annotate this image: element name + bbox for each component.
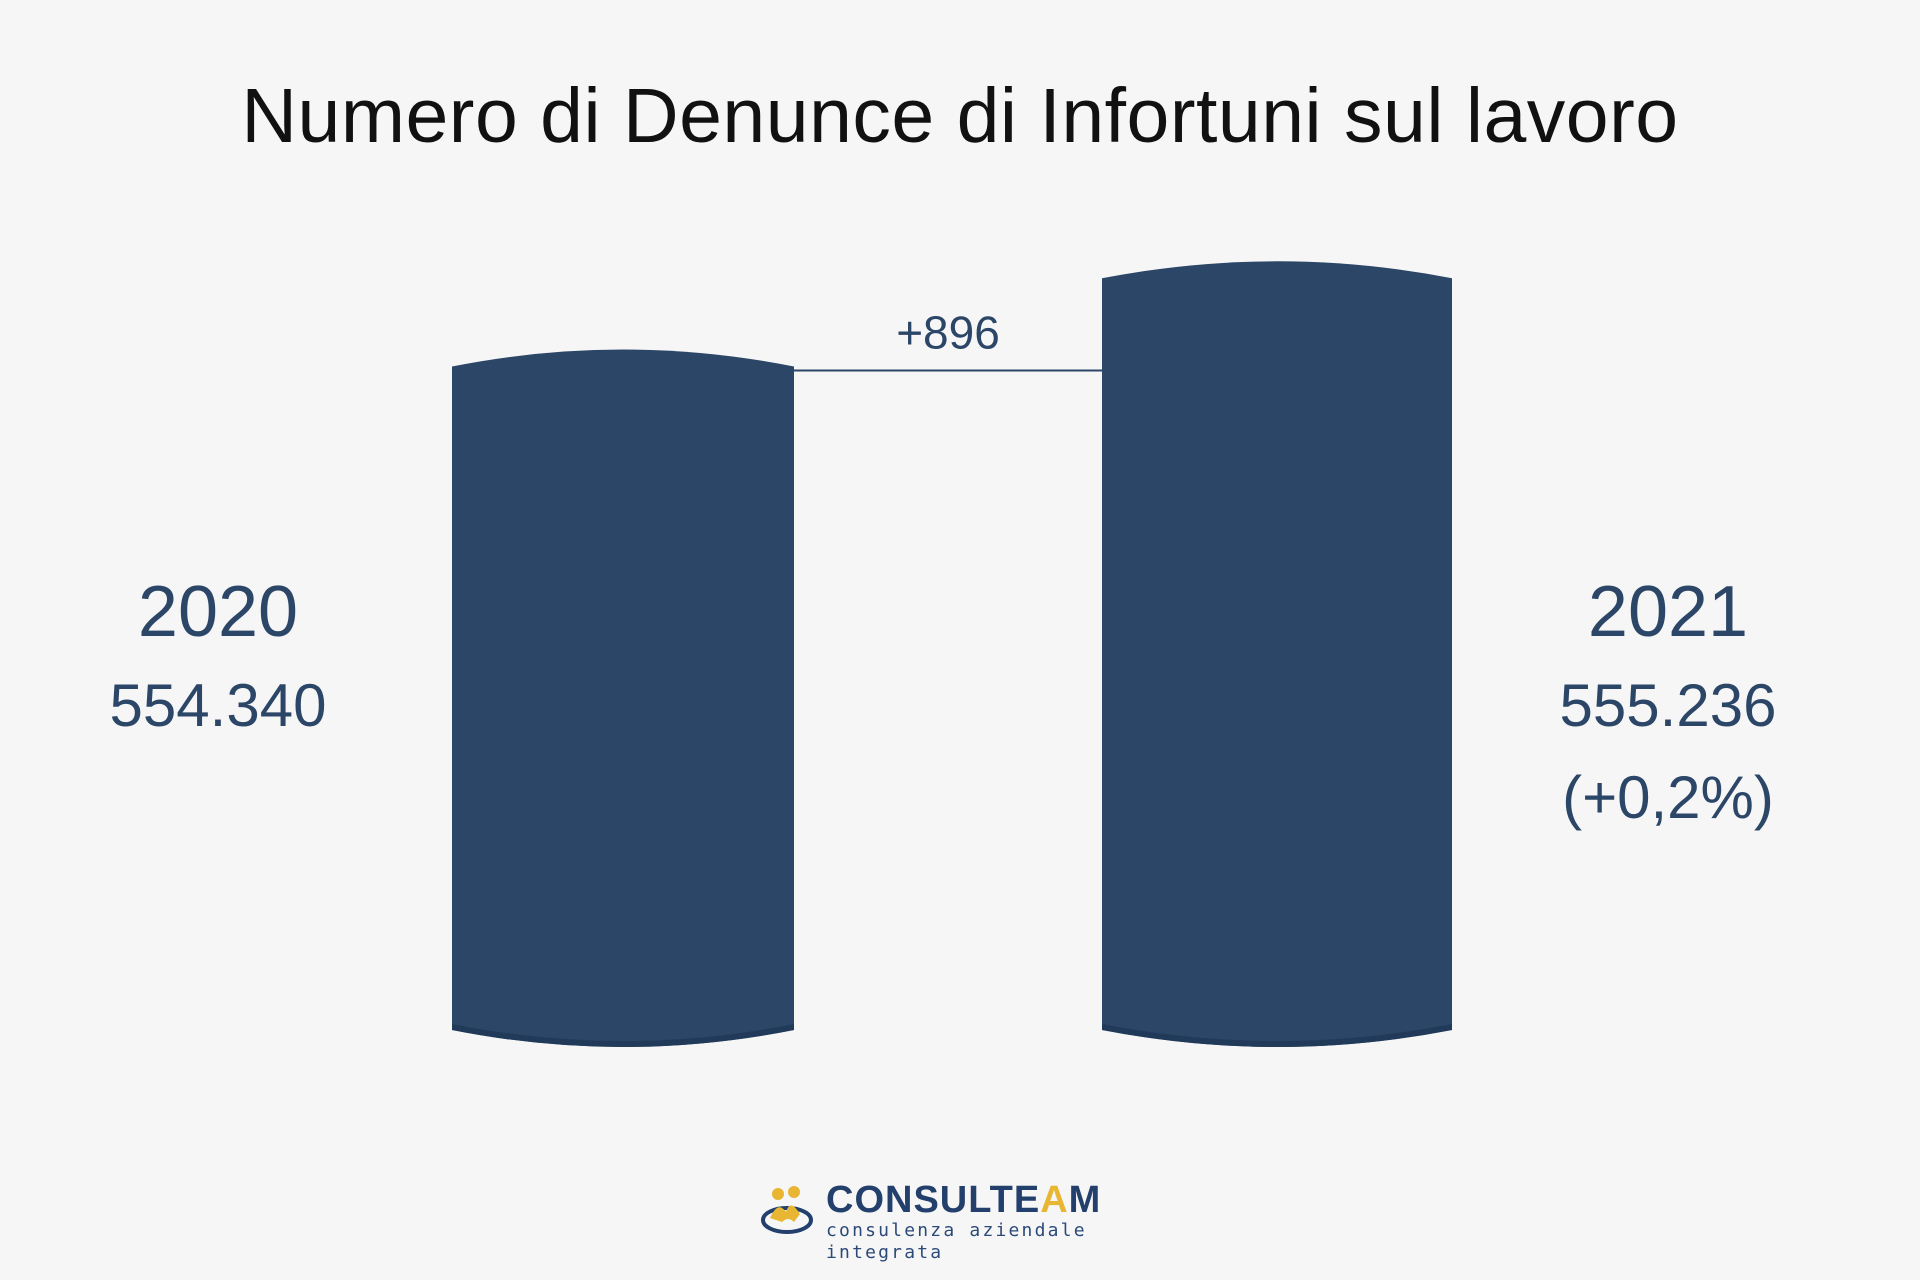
logo-name: CONSULTEAM — [826, 1179, 1102, 1221]
logo-tagline: consulenza aziendale integrata — [826, 1220, 1087, 1263]
value-label: 554.340 — [109, 672, 327, 739]
year-label: 2020 — [137, 572, 299, 652]
bar-base — [1102, 1024, 1452, 1047]
consulteam-logo: CONSULTEAM consulenza aziendale integrat… — [760, 1178, 1180, 1263]
bar-body — [452, 349, 794, 1047]
bar-2020 — [452, 349, 794, 1047]
label-2020: 2020 554.340 — [68, 564, 368, 752]
bar-2021 — [1102, 261, 1452, 1048]
people-hands-icon — [761, 1186, 813, 1234]
bar-body — [1102, 261, 1452, 1048]
value-label: 555.236 — [1559, 672, 1777, 739]
year-label: 2021 — [1587, 572, 1749, 652]
chart-title: Numero di Denunce di Infortuni sul lavor… — [241, 73, 1679, 159]
label-2021: 2021 555.236 (+0,2%) — [1518, 564, 1818, 844]
bar-base — [452, 1024, 794, 1047]
difference-label: +896 — [896, 307, 1000, 359]
change-label: (+0,2%) — [1562, 764, 1774, 831]
